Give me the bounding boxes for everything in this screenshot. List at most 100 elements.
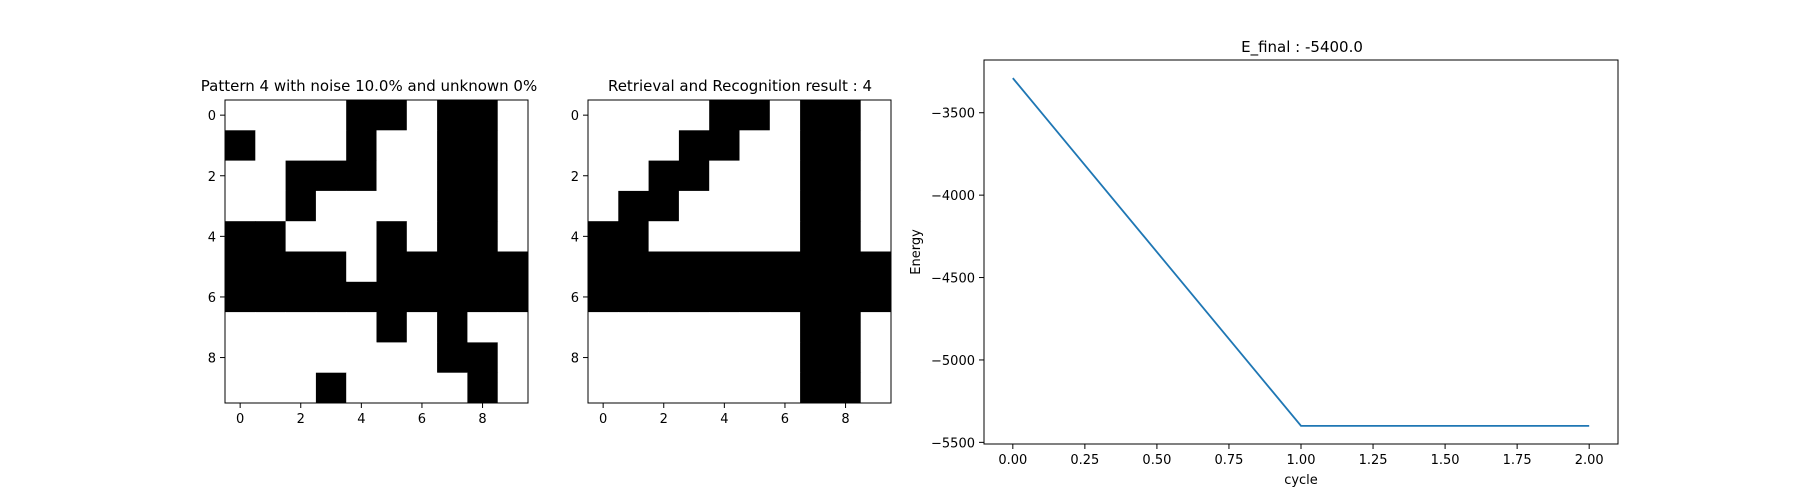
heatmap-cell-r8-c1 (618, 342, 649, 374)
heatmap-cell-r2-c4 (709, 160, 740, 192)
heatmap-cell-r8-c7 (800, 342, 831, 374)
heatmap-cell-r3-c6 (769, 190, 801, 222)
heatmap-cell-r8-c3 (315, 342, 347, 374)
heatmap-cell-r0-c5 (739, 100, 771, 131)
heatmap-cell-r2-c8 (467, 160, 499, 192)
heatmap-cell-r2-c0 (225, 160, 256, 192)
heatmap-cell-r9-c1 (255, 372, 286, 404)
heatmap-cell-r8-c4 (709, 342, 740, 374)
heatmap-cell-r0-c4 (709, 100, 740, 131)
heatmap-cell-r7-c9 (497, 312, 529, 343)
y-tick-label: −5500 (931, 436, 975, 451)
heatmap-cell-r1-c1 (618, 130, 649, 161)
heatmap-cell-r5-c3 (678, 251, 710, 283)
heatmap-cell-r1-c3 (678, 130, 710, 161)
heatmap-cell-r9-c9 (497, 372, 529, 404)
energy-x-axis-label: cycle (1284, 473, 1318, 488)
y-tick-label: 0 (208, 109, 216, 124)
heatmap-cell-r9-c3 (678, 372, 710, 404)
heatmap-cell-r5-c1 (255, 251, 286, 283)
x-tick-label: 4 (720, 412, 728, 427)
y-tick-label: 6 (208, 291, 216, 306)
x-tick-label: 2 (297, 412, 305, 427)
heatmap-cell-r6-c4 (709, 281, 740, 313)
x-tick-label: 0 (236, 412, 244, 427)
heatmap-cell-r1-c5 (376, 130, 408, 161)
y-tick-label: 4 (571, 230, 579, 245)
heatmap-cell-r4-c3 (315, 221, 347, 252)
heatmap-cell-r7-c9 (860, 312, 892, 343)
pattern-heatmap-y-ticks: 0 2 4 6 8 (208, 109, 225, 367)
x-tick-label: 0 (599, 412, 607, 427)
energy-line-panel: E_final : -5400.0 0.00 0.25 0.50 0.75 1.00 1.… (909, 38, 1619, 488)
heatmap-cell-r4-c9 (497, 221, 529, 252)
heatmap-cell-r3-c9 (860, 190, 892, 222)
energy-x-ticks: 0.00 0.25 0.50 0.75 1.00 1.25 1.50 1.75 2.00 (998, 444, 1604, 468)
heatmap-cell-r6-c0 (225, 281, 256, 313)
heatmap-cell-r9-c2 (648, 372, 680, 404)
heatmap-cell-r9-c3 (315, 372, 347, 404)
x-tick-label: 8 (478, 412, 486, 427)
y-tick-label: −3500 (931, 107, 975, 122)
heatmap-cell-r2-c8 (830, 160, 862, 192)
heatmap-cell-r0-c9 (860, 100, 892, 131)
heatmap-cell-r9-c5 (376, 372, 408, 404)
x-tick-label: 6 (418, 412, 426, 427)
heatmap-cell-r4-c6 (769, 221, 801, 252)
heatmap-cell-r2-c2 (285, 160, 317, 192)
heatmap-cell-r6-c7 (437, 281, 468, 313)
result-heatmap-cells (588, 100, 892, 404)
heatmap-cell-r2-c3 (678, 160, 710, 192)
heatmap-cell-r7-c8 (830, 312, 862, 343)
x-tick-label: 2 (660, 412, 668, 427)
heatmap-cell-r4-c2 (285, 221, 317, 252)
heatmap-cell-r3-c7 (800, 190, 831, 222)
heatmap-cell-r5-c8 (467, 251, 499, 283)
heatmap-cell-r0-c0 (225, 100, 256, 131)
heatmap-cell-r8-c7 (437, 342, 468, 374)
heatmap-cell-r6-c8 (467, 281, 499, 313)
energy-plot-frame (983, 59, 1619, 445)
heatmap-cell-r5-c0 (588, 251, 619, 283)
heatmap-cell-r6-c3 (315, 281, 347, 313)
heatmap-cell-r7-c8 (467, 312, 499, 343)
heatmap-cell-r8-c4 (346, 342, 377, 374)
heatmap-cell-r0-c0 (588, 100, 619, 131)
heatmap-cell-r7-c1 (618, 312, 649, 343)
heatmap-cell-r8-c0 (225, 342, 256, 374)
heatmap-cell-r6-c1 (618, 281, 649, 313)
heatmap-cell-r7-c7 (800, 312, 831, 343)
y-tick-label: 2 (208, 170, 216, 185)
y-tick-label: 0 (571, 109, 579, 124)
heatmap-cell-r5-c6 (769, 251, 801, 283)
heatmap-cell-r1-c1 (255, 130, 286, 161)
pattern-heatmap-title: Pattern 4 with noise 10.0% and unknown 0… (201, 77, 537, 95)
y-tick-label: −4500 (931, 272, 975, 287)
heatmap-cell-r3-c8 (830, 190, 862, 222)
heatmap-cell-r3-c0 (588, 190, 619, 222)
heatmap-cell-r7-c7 (437, 312, 468, 343)
heatmap-cell-r1-c6 (406, 130, 438, 161)
heatmap-cell-r5-c6 (406, 251, 438, 283)
heatmap-cell-r8-c9 (860, 342, 892, 374)
heatmap-cell-r2-c9 (860, 160, 892, 192)
pattern-heatmap-frame (224, 99, 529, 404)
heatmap-cell-r0-c7 (800, 100, 831, 131)
heatmap-cell-r6-c7 (800, 281, 831, 313)
heatmap-cell-r4-c7 (800, 221, 831, 252)
heatmap-cell-r8-c9 (497, 342, 529, 374)
heatmap-cell-r7-c5 (376, 312, 408, 343)
heatmap-cell-r4-c9 (860, 221, 892, 252)
heatmap-cell-r4-c4 (346, 221, 377, 252)
y-tick-label: −5000 (931, 354, 975, 369)
heatmap-cell-r5-c3 (315, 251, 347, 283)
heatmap-cell-r5-c9 (860, 251, 892, 283)
heatmap-cell-r1-c4 (346, 130, 377, 161)
heatmap-cell-r8-c6 (406, 342, 438, 374)
heatmap-cell-r0-c6 (406, 100, 438, 131)
heatmap-cell-r1-c0 (588, 130, 619, 161)
heatmap-cell-r2-c6 (406, 160, 438, 192)
heatmap-cell-r0-c6 (769, 100, 801, 131)
heatmap-cell-r3-c4 (346, 190, 377, 222)
x-tick-label: 0.50 (1142, 453, 1171, 468)
